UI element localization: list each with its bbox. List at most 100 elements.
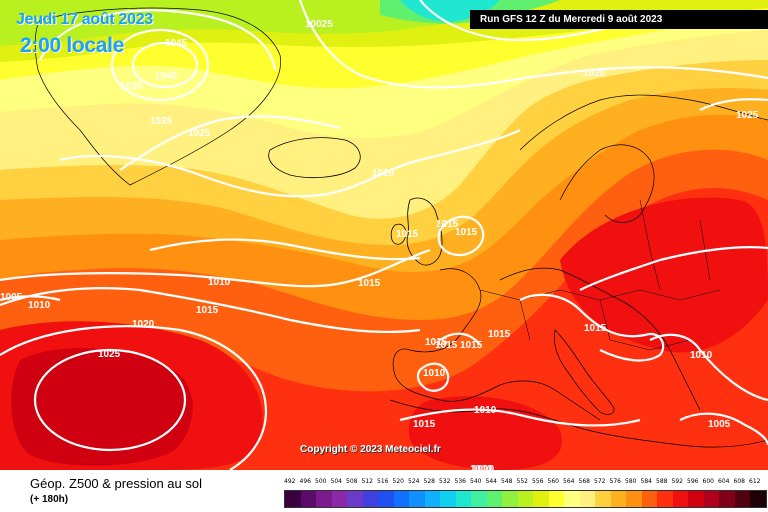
scale-swatch bbox=[595, 491, 611, 507]
scale-value-label: 600 bbox=[702, 478, 714, 485]
legend-subtitle: (+ 180h) bbox=[30, 494, 69, 505]
scale-swatch bbox=[486, 491, 502, 507]
country-borders bbox=[479, 199, 721, 351]
isobar-1010-iberia bbox=[416, 362, 450, 392]
scale-value-label: 508 bbox=[346, 478, 358, 485]
scale-value-label: 556 bbox=[532, 478, 544, 485]
isobar-1020-top bbox=[298, 0, 768, 89]
isobar-label: 1015 bbox=[413, 419, 436, 430]
isobar-1025-ne bbox=[699, 98, 768, 111]
scale-value-label: 540 bbox=[470, 478, 482, 485]
scale-swatch bbox=[331, 491, 347, 507]
isobar-label: 1045 bbox=[165, 38, 188, 49]
scale-swatch bbox=[471, 491, 487, 507]
isobar-label: 1015 bbox=[358, 278, 381, 289]
color-scale-bar bbox=[284, 490, 767, 508]
isobar-label: 1010 bbox=[470, 464, 493, 470]
isobar-label: 1010 bbox=[208, 277, 231, 288]
isobar-label: 1025 bbox=[188, 128, 211, 139]
isobar-label: 1010 bbox=[28, 300, 51, 311]
isobar-label: 1010 bbox=[472, 464, 495, 470]
scale-value-label: 576 bbox=[609, 478, 621, 485]
isobar-1015-ne bbox=[579, 246, 768, 291]
isobar-1015-balkans bbox=[519, 293, 665, 362]
isobar-1045 bbox=[131, 41, 199, 89]
scale-value-label: 568 bbox=[578, 478, 590, 485]
band-592-med bbox=[408, 396, 562, 470]
scale-value-label: 596 bbox=[687, 478, 699, 485]
isobar-label: 1010 bbox=[423, 368, 446, 379]
scale-swatch bbox=[688, 491, 704, 507]
isobars bbox=[0, 0, 768, 470]
scale-value-label: 592 bbox=[671, 478, 683, 485]
isobar-label: 1015 bbox=[460, 340, 483, 351]
scale-swatch bbox=[610, 491, 626, 507]
scale-swatch bbox=[316, 491, 332, 507]
scale-value-label: 588 bbox=[656, 478, 668, 485]
isobar-label: 1025 bbox=[150, 116, 173, 127]
scale-swatch bbox=[378, 491, 394, 507]
isobar-label: 1025 bbox=[736, 110, 759, 121]
iceland-coast bbox=[268, 137, 361, 179]
scale-swatch bbox=[626, 491, 642, 507]
valid-date: Jeudi 17 août 2023 bbox=[16, 11, 153, 28]
scale-swatch bbox=[440, 491, 456, 507]
scale-swatch bbox=[517, 491, 533, 507]
scale-value-label: 572 bbox=[594, 478, 606, 485]
isobar-label: 1005 bbox=[708, 419, 731, 430]
isobar-1015-sw bbox=[0, 287, 421, 334]
isobar-label: 1020 bbox=[132, 319, 155, 330]
isobar-label: 1015 bbox=[196, 305, 219, 316]
scale-value-label: 532 bbox=[439, 478, 451, 485]
isobar-label: 1020 bbox=[583, 68, 606, 79]
isobar-1025-high bbox=[33, 348, 187, 452]
isobar-1040 bbox=[110, 28, 210, 102]
isobar-1025-n bbox=[119, 115, 341, 171]
isobar-label: 1015 bbox=[435, 340, 458, 351]
scale-value-label: 612 bbox=[749, 478, 761, 485]
isobar-labels: 1045 1040 1030 1025 1025 10025 1020 1025… bbox=[0, 19, 759, 470]
scale-swatch bbox=[285, 491, 301, 507]
scale-value-label: 584 bbox=[640, 478, 652, 485]
scale-swatch bbox=[657, 491, 673, 507]
scale-swatch bbox=[734, 491, 750, 507]
scale-swatch bbox=[300, 491, 316, 507]
isobar-label: 1020 bbox=[372, 168, 395, 179]
scale-swatch bbox=[641, 491, 657, 507]
europe-coast bbox=[392, 267, 701, 421]
isobar-label: 1030 bbox=[120, 81, 143, 92]
isobar-label: 1015 bbox=[396, 229, 419, 240]
italy-coast bbox=[554, 329, 615, 415]
weather-map: 1045 1040 1030 1025 1025 10025 1020 1025… bbox=[0, 0, 768, 470]
isobar-1010-med bbox=[399, 408, 641, 427]
scale-value-label: 580 bbox=[625, 478, 637, 485]
isobar-label: 1015 bbox=[584, 323, 607, 334]
scale-value-label: 560 bbox=[547, 478, 559, 485]
scale-swatch bbox=[579, 491, 595, 507]
scale-value-label: 544 bbox=[485, 478, 497, 485]
isobar-label: 1015 bbox=[436, 219, 459, 230]
scale-swatch bbox=[750, 491, 766, 507]
map-canvas: 1045 1040 1030 1025 1025 10025 1020 1025… bbox=[0, 0, 768, 470]
copyright-notice: Copyright © 2023 Meteociel.fr bbox=[300, 444, 441, 455]
isobar-label: 10025 bbox=[305, 19, 333, 30]
scale-swatch bbox=[719, 491, 735, 507]
isobar-label: 1010 bbox=[474, 405, 497, 416]
scale-value-label: 492 bbox=[284, 478, 296, 485]
legend-title: Géop. Z500 & pression au sol bbox=[30, 476, 202, 491]
isobar-1015-mid bbox=[149, 238, 421, 261]
scale-swatch bbox=[533, 491, 549, 507]
scale-value-label: 548 bbox=[501, 478, 513, 485]
scandinavia-coast bbox=[519, 94, 768, 223]
scale-value-label: 504 bbox=[330, 478, 342, 485]
isobar-label: 1015 bbox=[425, 337, 448, 348]
isobar-1005-se bbox=[679, 412, 768, 446]
british-isles-coast bbox=[390, 197, 443, 266]
scale-swatch bbox=[564, 491, 580, 507]
scale-swatch bbox=[393, 491, 409, 507]
scale-swatch bbox=[703, 491, 719, 507]
scale-value-label: 520 bbox=[392, 478, 404, 485]
scale-swatch bbox=[362, 491, 378, 507]
isobar-label: 1040 bbox=[155, 71, 178, 82]
isobar-1030 bbox=[39, 9, 277, 71]
